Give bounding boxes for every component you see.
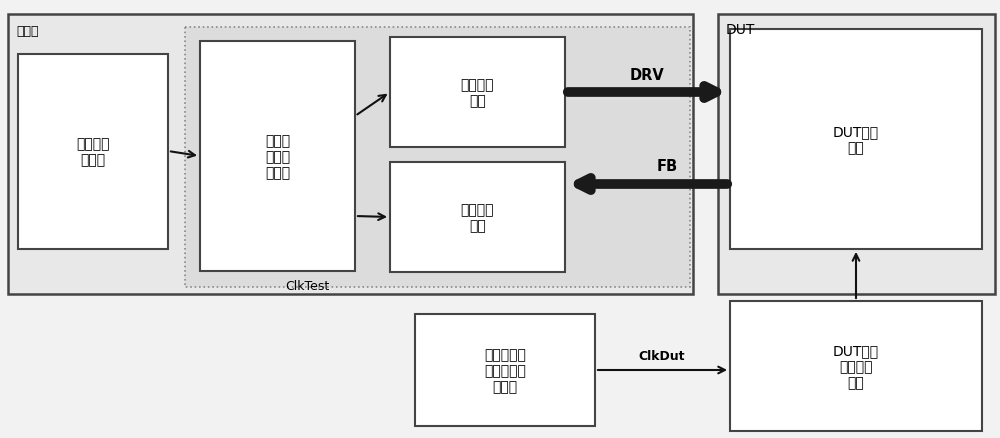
Text: 石英晶体或
其他第三方
时钟源: 石英晶体或 其他第三方 时钟源 bbox=[484, 347, 526, 393]
Text: ClkDut: ClkDut bbox=[639, 350, 685, 363]
Bar bbox=[730, 30, 982, 249]
Text: 信号监测
电路: 信号监测 电路 bbox=[461, 202, 494, 233]
Text: DUT控制
时钟分频
电路: DUT控制 时钟分频 电路 bbox=[833, 343, 879, 389]
Bar bbox=[200, 42, 355, 272]
Text: DUT: DUT bbox=[726, 23, 755, 37]
Bar bbox=[730, 301, 982, 431]
Bar bbox=[18, 55, 168, 249]
Text: ClkTest: ClkTest bbox=[285, 279, 329, 292]
Text: 测试仪: 测试仪 bbox=[16, 25, 38, 38]
Bar bbox=[8, 15, 693, 294]
Bar bbox=[390, 38, 565, 148]
Text: 激励产生
电路: 激励产生 电路 bbox=[461, 78, 494, 108]
Bar bbox=[718, 15, 995, 294]
Bar bbox=[415, 314, 595, 426]
Bar bbox=[390, 162, 565, 272]
Bar bbox=[185, 28, 690, 287]
Text: DRV: DRV bbox=[630, 67, 664, 82]
Text: 主时钟产
生电路: 主时钟产 生电路 bbox=[76, 137, 110, 167]
Text: 子模块
电路产
生电路: 子模块 电路产 生电路 bbox=[265, 134, 290, 180]
Text: FB: FB bbox=[656, 159, 678, 174]
Text: DUT工作
电路: DUT工作 电路 bbox=[833, 125, 879, 155]
